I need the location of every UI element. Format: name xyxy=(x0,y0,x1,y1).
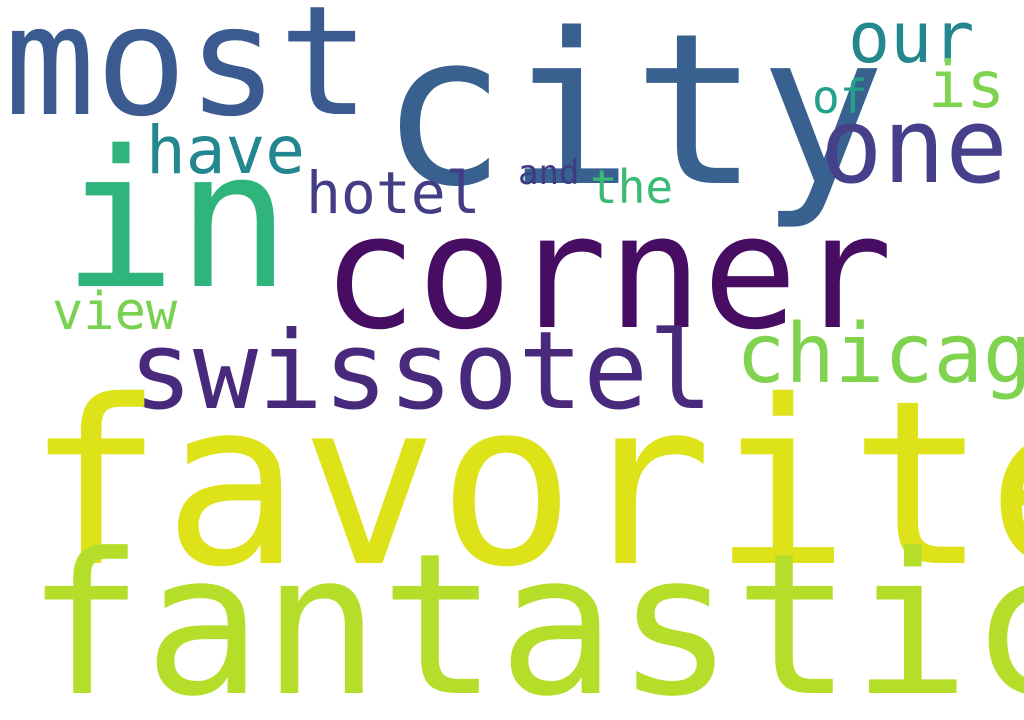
word-corner: corner xyxy=(322,181,893,365)
word-city: city xyxy=(380,0,886,233)
word-most: most xyxy=(4,0,371,150)
word-the: the xyxy=(590,160,674,214)
word-fantastic: fantastic xyxy=(26,512,1024,720)
word-chicago: chicago xyxy=(736,307,1024,402)
word-favorite: favorite xyxy=(26,351,1024,617)
word-in: in xyxy=(62,110,291,331)
word-swissotel: swissotel xyxy=(128,309,714,434)
word-one: one xyxy=(820,85,1008,207)
word-hotel: hotel xyxy=(306,159,481,227)
word-have: have xyxy=(146,112,305,189)
word-view: view xyxy=(52,282,178,342)
word-is: is xyxy=(928,49,1006,123)
word-and: and xyxy=(518,153,580,193)
word-of: of xyxy=(812,70,868,124)
word-our: our xyxy=(848,0,975,79)
